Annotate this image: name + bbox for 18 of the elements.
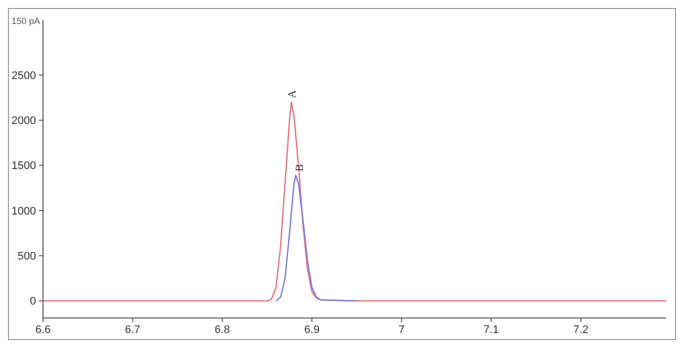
x-tick-label: 7 [398, 324, 405, 336]
x-tick-label: 6.7 [124, 324, 140, 336]
y-axis-title: 150 pA [11, 16, 40, 26]
y-tick-label: 2000 [12, 115, 36, 128]
x-tick-label: 7.2 [573, 324, 588, 336]
y-tick-label: 1000 [12, 205, 36, 218]
line-series [42, 102, 667, 302]
line-series [275, 174, 358, 302]
y-tick-label: 2500 [12, 70, 36, 82]
x-tick-label: 6.6 [35, 324, 51, 336]
annotation: A [286, 90, 298, 98]
y-tick-label: 0 [30, 296, 36, 308]
annotation: B [294, 164, 306, 172]
x-tick-label: 7.1 [484, 324, 499, 336]
y-tick-label: 500 [18, 250, 36, 263]
x-tick-label: 6.8 [214, 324, 230, 336]
x-tick-label: 6.9 [304, 324, 320, 336]
y-tick-label: 1500 [12, 160, 36, 172]
